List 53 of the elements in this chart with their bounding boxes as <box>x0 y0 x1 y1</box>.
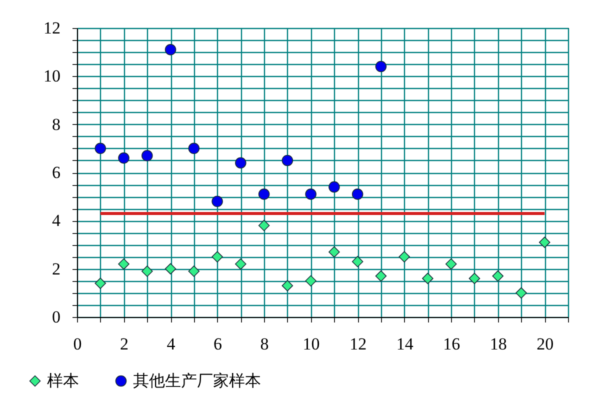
x-tick-label: 12 <box>350 334 367 354</box>
point <box>94 142 106 154</box>
legend-label: 样本 <box>47 371 79 390</box>
point <box>94 278 106 289</box>
point <box>468 272 480 284</box>
y-tick-label: 10 <box>44 66 60 86</box>
point <box>258 188 270 200</box>
point <box>118 258 130 270</box>
legend-label: 其他生产厂家样本 <box>133 371 261 390</box>
x-tick-label: 2 <box>120 334 129 354</box>
point <box>235 157 246 168</box>
x-tick-label: 18 <box>490 334 507 354</box>
y-tick-label: 6 <box>52 163 60 182</box>
point <box>305 275 316 287</box>
point <box>258 220 270 232</box>
point <box>445 258 457 270</box>
point <box>235 258 246 270</box>
point <box>398 251 410 262</box>
y-tick-label: 2 <box>52 259 60 278</box>
x-tick-label: 4 <box>166 334 176 354</box>
y-tick-label: 0 <box>52 308 60 326</box>
point <box>305 188 316 200</box>
x-tick-label: 20 <box>536 334 554 354</box>
point <box>164 44 176 56</box>
point <box>328 181 340 193</box>
point <box>375 270 387 282</box>
x-tick-label: 16 <box>443 334 460 354</box>
point <box>352 256 364 268</box>
x-tick-label: 0 <box>73 334 82 354</box>
point <box>492 270 504 282</box>
point <box>188 142 200 154</box>
y-tick-label: 8 <box>52 114 60 134</box>
point <box>422 272 434 284</box>
y-tick-label: 12 <box>44 18 60 38</box>
point <box>212 196 223 208</box>
point <box>142 266 153 277</box>
x-tick-label: 14 <box>396 334 414 354</box>
point <box>142 150 153 162</box>
point <box>282 154 294 166</box>
x-tick-label: 6 <box>214 334 222 354</box>
point <box>538 236 550 248</box>
point <box>118 152 130 164</box>
point <box>212 251 223 262</box>
point <box>282 280 294 292</box>
point <box>352 188 364 200</box>
point <box>164 263 176 274</box>
x-tick-label: 10 <box>302 334 320 354</box>
x-tick-label: 8 <box>260 334 269 354</box>
point <box>375 60 387 72</box>
point <box>328 246 340 258</box>
point <box>516 287 527 299</box>
point <box>188 266 200 277</box>
y-tick-label: 4 <box>52 211 61 230</box>
